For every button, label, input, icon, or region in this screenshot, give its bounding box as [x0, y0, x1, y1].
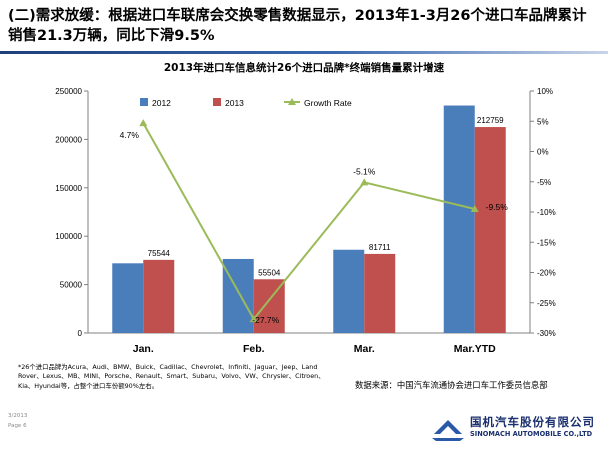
left-axis-tick-label: 200000	[55, 135, 82, 144]
chart-canvas: 0 50000 100000 150000 200000 250000 -30% -25% -2…	[55, 87, 556, 355]
growth-rate-data-label: 4.7%	[120, 130, 140, 140]
growth-rate-marker	[360, 178, 369, 186]
growth-rate-line	[142, 122, 475, 321]
legend-label: 2012	[152, 98, 171, 108]
bar-data-label: 55504	[258, 268, 281, 277]
x-axis-category-label: Feb.	[243, 343, 265, 355]
left-axis-tick-label: 150000	[55, 184, 82, 193]
bar-2013	[474, 127, 506, 333]
right-axis-tick-label: -5%	[537, 178, 551, 187]
x-axis-category-label: Mar.	[354, 343, 375, 355]
right-axis-tick-label: -30%	[537, 329, 556, 338]
slide-title: (二)需求放缓：根据进口车联席会交换零售数据显示，2013年1-3月26个进口车…	[8, 8, 587, 44]
company-name-cn: 国机汽车股份有限公司	[470, 415, 595, 429]
growth-rate-data-label: -27.7%	[252, 315, 279, 325]
bar-2013	[364, 253, 396, 333]
data-source: 数据来源：中国汽车流通协会进口车工作委员信息部	[355, 380, 548, 390]
left-axis-tick-label: 50000	[60, 281, 83, 290]
right-axis-tick-label: 5%	[537, 117, 549, 126]
company-logo: 国机汽车股份有限公司 SINOMACH AUTOMOBILE CO.,LTD	[430, 414, 608, 444]
legend-swatch-marker	[288, 98, 296, 105]
right-axis-tick-label: 0%	[537, 148, 549, 157]
title-divider	[0, 51, 608, 54]
page-date: 3/2013	[8, 413, 28, 419]
left-axis-tick-label: 100000	[55, 232, 82, 241]
x-axis-category-label: Mar.YTD	[454, 343, 496, 355]
bar-data-label: 212759	[477, 116, 504, 125]
right-axis-tick-label: 10%	[537, 87, 553, 96]
chart-title: 2013年进口车信息统计26个进口品牌*终端销售量累计增速	[163, 62, 445, 74]
growth-rate-marker	[249, 315, 258, 323]
growth-rate-marker	[139, 119, 148, 127]
bar-2012	[443, 105, 475, 334]
left-axis-tick-label: 250000	[55, 87, 82, 96]
company-name-en: SINOMACH AUTOMOBILE CO.,LTD	[470, 430, 593, 438]
bar-2012	[333, 249, 365, 333]
growth-rate-data-label: -5.1%	[353, 166, 376, 176]
bar-2013	[143, 259, 175, 333]
right-axis-tick-label: -20%	[537, 269, 556, 278]
bar-data-label: 75544	[148, 249, 171, 258]
sinomach-logo-icon	[432, 420, 464, 441]
legend-swatch-2012	[140, 98, 148, 106]
x-axis-category-label: Jan.	[133, 343, 154, 355]
legend-label: 2013	[225, 98, 244, 108]
page-number: Page 6	[8, 423, 27, 429]
right-axis-tick-label: -10%	[537, 208, 556, 217]
bar-2012	[112, 263, 144, 333]
right-axis-tick-label: -15%	[537, 238, 556, 247]
right-axis-tick-label: -25%	[537, 299, 556, 308]
growth-rate-data-label: -9.5%	[486, 202, 509, 212]
growth-rate-marker	[470, 204, 479, 212]
chart-footnote: *26个进口品牌为Acura、Audi、BMW、Buick、Cadillac、C…	[18, 363, 325, 390]
legend-label: Growth Rate	[304, 98, 352, 108]
bar-data-label: 81711	[369, 243, 391, 252]
left-axis-tick-label: 0	[78, 329, 83, 338]
bar-2012	[222, 258, 254, 333]
legend-swatch-2013	[213, 98, 221, 106]
